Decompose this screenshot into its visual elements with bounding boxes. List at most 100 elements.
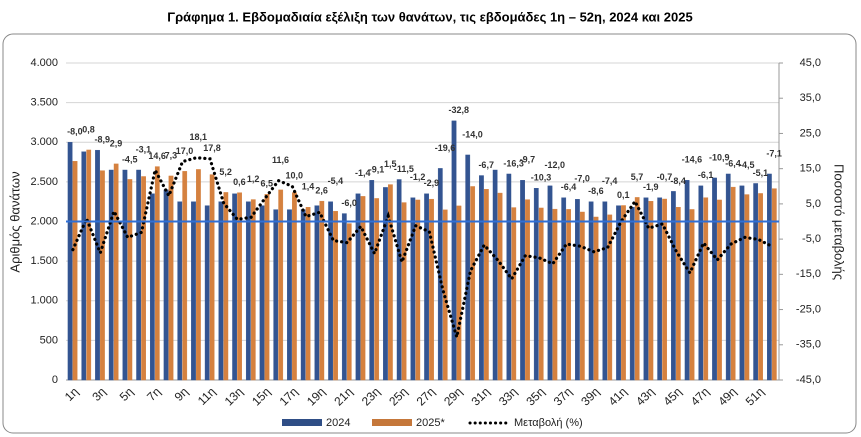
data-label: 6,5 [261,179,274,189]
bar [204,205,210,381]
data-label: 18,1 [189,132,207,142]
data-label: -3,1 [136,144,152,154]
bar [300,209,306,381]
data-label: -8,9 [95,135,111,145]
bar [100,170,105,381]
data-label: -9,7 [520,155,536,165]
bar [566,209,572,381]
data-label: -8,4 [670,176,686,186]
bar [497,192,503,381]
bar [662,198,667,381]
data-label: 11,6 [272,155,289,165]
data-label: 0,1 [617,190,630,200]
y2-tick-label: 25,0 [800,127,821,139]
bar [725,173,731,381]
bar [657,197,663,381]
bar [771,188,777,381]
legend-label: 2024 [326,417,350,429]
data-label: -16,3 [503,158,524,168]
bar [456,205,462,381]
y-tick-label: 3.000 [30,136,58,148]
bar [360,196,366,381]
data-label: -6,4 [561,182,577,192]
bar [168,175,174,381]
bar [547,185,553,381]
bar [401,202,407,381]
y-tick-label: 4.000 [30,57,58,69]
data-label: 0,6 [233,177,246,187]
y2-tick-label: -15,0 [796,268,821,280]
data-label: -14,0 [462,129,483,139]
bar [648,201,654,381]
data-label: -9,1 [369,165,385,175]
data-label: -6,0 [341,198,357,208]
bar [396,179,402,381]
data-label: 2,6 [315,186,328,196]
y2-tick-label: -35,0 [796,339,821,351]
bar [250,199,256,381]
data-label: -8,6 [588,186,604,196]
bar [442,209,448,381]
legend-swatch [282,419,322,426]
bar [136,169,142,381]
data-label: 1,4 [302,182,315,192]
bar [744,194,750,381]
bar [346,223,352,381]
bar [424,193,429,381]
bar [127,179,133,381]
data-label: -4,5 [122,154,138,164]
chart-title: Γράφημα 1. Εβδομαδιαία εξέλιξη των θανάτ… [167,9,692,24]
bar [533,188,539,381]
bar [415,199,421,381]
bar [374,198,380,381]
bar [319,200,325,381]
y2-tick-label: 45,0 [800,57,821,69]
data-label: -6,1 [698,170,714,180]
bar [328,201,333,381]
data-label: -7,1 [766,148,782,158]
bar [437,168,443,381]
bar [698,185,704,381]
data-label: 1,5 [384,159,397,169]
bar [689,209,695,381]
bar [333,211,338,381]
data-label: -7,0 [574,174,590,184]
bar [388,184,393,381]
data-label: 17,8 [203,143,221,153]
data-label: -6,7 [478,160,494,170]
bar [484,189,489,381]
y2-tick-label: -45,0 [796,374,821,386]
bar [369,180,375,381]
bar [470,186,476,381]
y-axis-title: Αριθμός θανάτων [7,171,22,272]
bar [607,214,613,381]
bar [575,199,580,381]
bar [671,191,676,381]
y-tick-label: 0 [52,374,58,386]
y-tick-label: 2.000 [30,215,58,227]
bar [579,211,585,381]
y2-tick-label: 35,0 [800,92,821,104]
bar [561,197,567,381]
bar [588,201,594,381]
data-label: -10,9 [709,152,730,162]
data-label: -1,9 [643,182,659,192]
bar [538,207,544,381]
y-tick-label: 2.500 [30,176,58,188]
data-label: -5,1 [753,168,769,178]
data-label: 1,2 [247,174,260,184]
bar [245,201,251,381]
data-label: -19,6 [435,143,456,153]
data-label: 2,9 [110,138,123,148]
data-label: -14,6 [682,155,703,165]
bar [643,197,649,381]
line [71,156,774,338]
bar [163,189,169,381]
data-label: -0,7 [657,172,673,182]
bar [593,216,599,381]
y-tick-label: 1.000 [30,295,58,307]
bar [383,187,388,381]
legend-label: Μεταβολή (%) [514,417,583,429]
data-label: 14,6 [148,151,166,161]
